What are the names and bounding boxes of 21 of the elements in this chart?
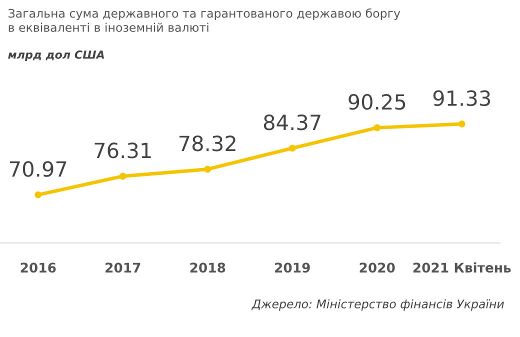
point bbox=[34, 191, 42, 198]
point bbox=[458, 120, 466, 128]
data-label: 78.32 bbox=[180, 136, 236, 152]
x-tick-label: 2021 Квітень bbox=[413, 262, 511, 273]
x-tick-label: 2020 bbox=[360, 262, 395, 273]
point bbox=[119, 172, 126, 180]
data-label: 70.97 bbox=[10, 161, 66, 177]
chart-subtitle: млрд дол США bbox=[8, 50, 104, 61]
point bbox=[204, 166, 212, 173]
x-tick-label: 2016 bbox=[20, 262, 56, 273]
data-label: 84.37 bbox=[264, 114, 320, 130]
point bbox=[374, 124, 381, 132]
x-tick-label: 2017 bbox=[106, 262, 140, 273]
chart-title: Загальна сума державного та гарантованого державою боргу в еквіваленті в іноземній валюті bbox=[8, 8, 400, 32]
data-label: 91.33 bbox=[433, 90, 490, 106]
data-label: 90.25 bbox=[348, 94, 406, 110]
data-label: 76.31 bbox=[94, 142, 151, 158]
text: Джерело: Міністерство фінансів України bbox=[251, 299, 504, 311]
x-tick-label: 2018 bbox=[190, 262, 226, 273]
x-tick-label: 2019 bbox=[275, 262, 310, 273]
point bbox=[288, 144, 296, 152]
